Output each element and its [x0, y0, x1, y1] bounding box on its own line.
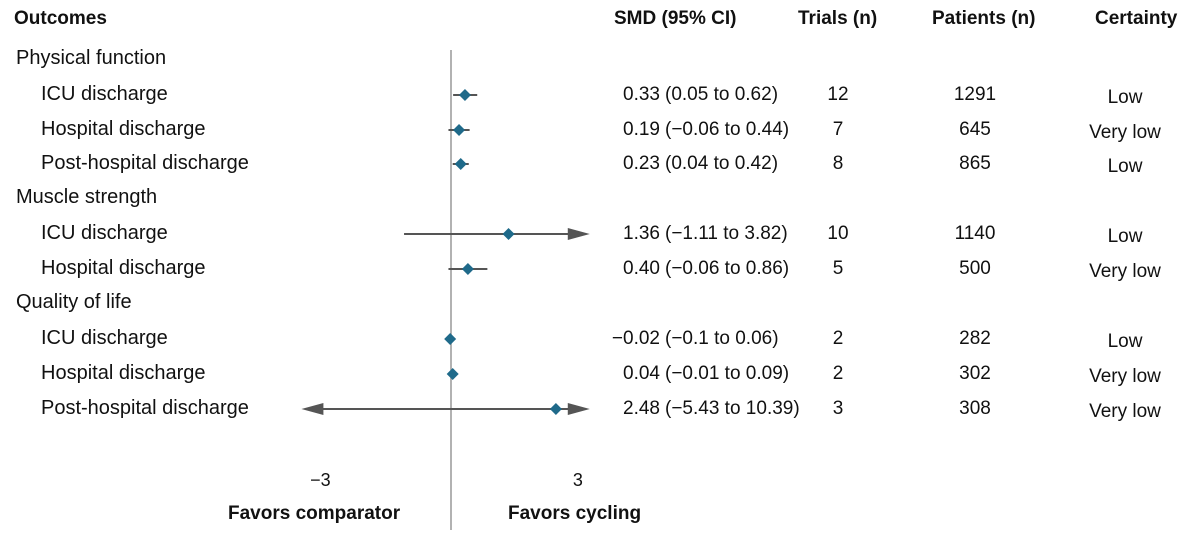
- ci-value: (−0.1 to 0.06): [665, 328, 779, 349]
- smd-value: 0.23: [623, 153, 660, 174]
- smd-value: −0.02: [611, 328, 660, 349]
- trials-value: 2: [832, 363, 844, 384]
- smd-header: SMD (95% CI): [614, 8, 737, 29]
- smd-marker: [458, 89, 471, 101]
- smd-value: 0.40: [623, 258, 660, 279]
- smd-value: 0.19: [623, 119, 660, 140]
- forest-marks: [301, 89, 590, 415]
- certainty-header: Certainty: [1095, 8, 1178, 29]
- outcome-label: Post-hospital discharge: [41, 397, 249, 419]
- ci-value: (0.04 to 0.42): [665, 153, 779, 174]
- x-tick-max: 3: [572, 470, 583, 490]
- favors-comparator-label: Favors comparator: [228, 503, 401, 524]
- smd-value: 2.48: [623, 398, 660, 419]
- x-tick-min: −3: [310, 470, 331, 490]
- patients-value: 302: [959, 363, 991, 384]
- outcome-label: Hospital discharge: [41, 362, 206, 384]
- outcome-label: Post-hospital discharge: [41, 152, 249, 174]
- ci-value: (−5.43 to 10.39): [665, 398, 800, 419]
- ci-arrow-right: [567, 228, 590, 240]
- smd-value: 0.33: [623, 84, 660, 105]
- patients-value: 645: [959, 119, 991, 140]
- trials-value: 3: [832, 398, 844, 419]
- trials-header: Trials (n): [798, 8, 878, 29]
- group-label: Physical function: [16, 47, 167, 69]
- smd-marker: [444, 333, 457, 345]
- trials-value: 2: [832, 328, 844, 349]
- trials-value: 10: [827, 223, 849, 244]
- outcome-label: Hospital discharge: [41, 118, 206, 140]
- ci-value: (−0.01 to 0.09): [665, 363, 790, 384]
- certainty-value: Very low: [1089, 261, 1161, 282]
- certainty-value: Very low: [1089, 366, 1161, 387]
- smd-value: 1.36: [623, 223, 660, 244]
- outcomes-header: Outcomes: [14, 8, 107, 29]
- smd-marker: [446, 368, 459, 380]
- outcome-label: ICU discharge: [41, 83, 168, 105]
- certainty-value: Very low: [1089, 401, 1161, 422]
- trials-value: 5: [832, 258, 844, 279]
- ci-value: (−0.06 to 0.86): [665, 258, 790, 279]
- group-label: Quality of life: [16, 291, 132, 313]
- patients-value: 282: [959, 328, 991, 349]
- trials-value: 7: [832, 119, 844, 140]
- patients-value: 308: [959, 398, 991, 419]
- smd-marker: [453, 124, 466, 136]
- ci-value: (0.05 to 0.62): [665, 84, 779, 105]
- patients-value: 500: [959, 258, 991, 279]
- outcome-label: ICU discharge: [41, 222, 168, 244]
- trials-value: 12: [827, 84, 849, 105]
- patients-value: 1291: [953, 84, 997, 105]
- smd-value: 0.04: [623, 363, 660, 384]
- smd-marker: [549, 403, 562, 415]
- smd-marker: [454, 158, 467, 170]
- trials-value: 8: [832, 153, 844, 174]
- ci-value: (−0.06 to 0.44): [665, 119, 790, 140]
- certainty-value: Low: [1107, 87, 1143, 108]
- outcome-label: ICU discharge: [41, 327, 168, 349]
- certainty-value: Very low: [1089, 122, 1161, 143]
- ci-arrow-left: [301, 403, 324, 415]
- smd-marker: [502, 228, 515, 240]
- patients-value: 1140: [954, 223, 996, 244]
- favors-cycling-label: Favors cycling: [508, 503, 642, 524]
- certainty-value: Low: [1107, 226, 1143, 247]
- ci-arrow-right: [567, 403, 590, 415]
- smd-marker: [461, 263, 474, 275]
- certainty-value: Low: [1107, 331, 1143, 352]
- ci-value: (−1.11 to 3.82): [665, 223, 788, 244]
- patients-header: Patients (n): [932, 8, 1036, 29]
- patients-value: 865: [959, 153, 991, 174]
- outcome-label: Hospital discharge: [41, 257, 206, 279]
- certainty-value: Low: [1107, 156, 1143, 177]
- group-label: Muscle strength: [16, 186, 158, 208]
